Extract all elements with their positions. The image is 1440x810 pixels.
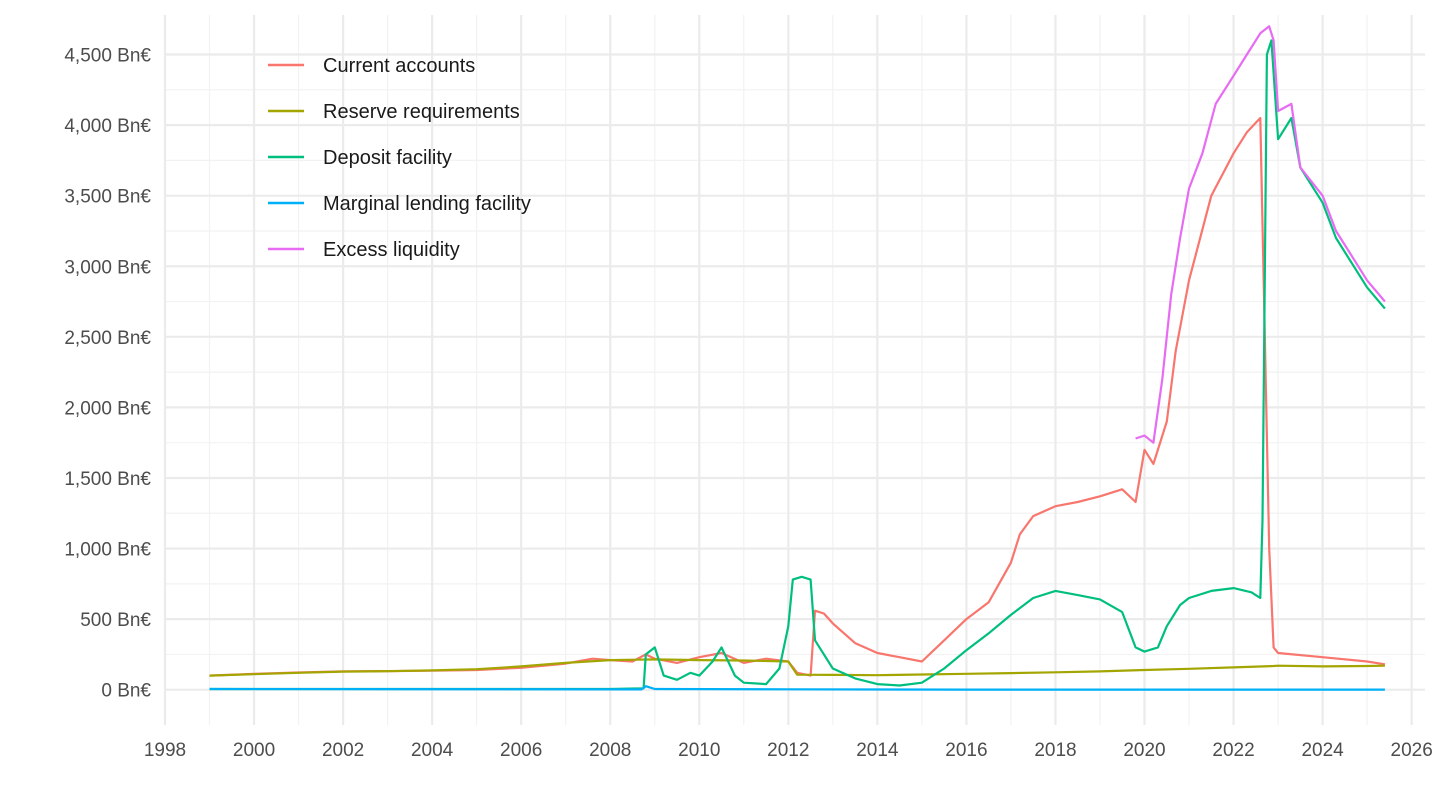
x-tick-label: 2010 xyxy=(678,740,720,761)
x-tick-label: 2016 xyxy=(945,740,987,761)
y-tick-label: 500 Bn€ xyxy=(80,610,151,631)
x-tick-label: 2006 xyxy=(500,740,542,761)
legend-label: Marginal lending facility xyxy=(323,193,531,215)
series-line-current-accounts xyxy=(209,116,1386,677)
axes: 1998 2000 2002 2004 2006 2008 2010 2012 2014 2016… xyxy=(64,46,1432,761)
series-line-marginal-lending-facility xyxy=(209,685,1385,691)
series-line-excess-liquidity xyxy=(1135,25,1386,444)
y-tick-label: 2,000 Bn€ xyxy=(64,398,151,419)
legend-label: Reserve requirements xyxy=(323,101,520,123)
x-tick-label: 2018 xyxy=(1034,740,1076,761)
y-tick-label: 4,500 Bn€ xyxy=(64,46,151,67)
y-tick-label: 1,000 Bn€ xyxy=(64,540,151,561)
x-tick-label: 2012 xyxy=(767,740,809,761)
x-tick-label: 2026 xyxy=(1391,740,1433,761)
y-tick-label: 2,500 Bn€ xyxy=(64,328,151,349)
y-tick-label: 3,500 Bn€ xyxy=(64,187,151,208)
y-tick-label: 1,500 Bn€ xyxy=(64,469,151,490)
x-tick-label: 2002 xyxy=(322,740,364,761)
legend-label: Current accounts xyxy=(323,55,475,77)
y-tick-label: 3,000 Bn€ xyxy=(64,257,151,278)
legend-label: Deposit facility xyxy=(323,147,452,169)
series-lines xyxy=(209,25,1386,691)
x-tick-label: 2022 xyxy=(1212,740,1254,761)
x-tick-label: 2020 xyxy=(1123,740,1165,761)
y-tick-label: 4,000 Bn€ xyxy=(64,116,151,137)
x-tick-label: 2024 xyxy=(1301,740,1344,761)
legend-label: Excess liquidity xyxy=(323,239,460,261)
x-tick-label: 1998 xyxy=(144,740,186,761)
x-tick-label: 2000 xyxy=(233,740,275,761)
legend: Current accounts Reserve requirements Depo… xyxy=(268,55,531,261)
x-tick-label: 2014 xyxy=(856,740,899,761)
y-tick-label: 0 Bn€ xyxy=(101,681,151,702)
x-tick-label: 2004 xyxy=(411,740,454,761)
series-line-reserve-requirements xyxy=(209,658,1385,677)
x-tick-label: 2008 xyxy=(589,740,631,761)
series-line-deposit-facility xyxy=(209,39,1386,691)
